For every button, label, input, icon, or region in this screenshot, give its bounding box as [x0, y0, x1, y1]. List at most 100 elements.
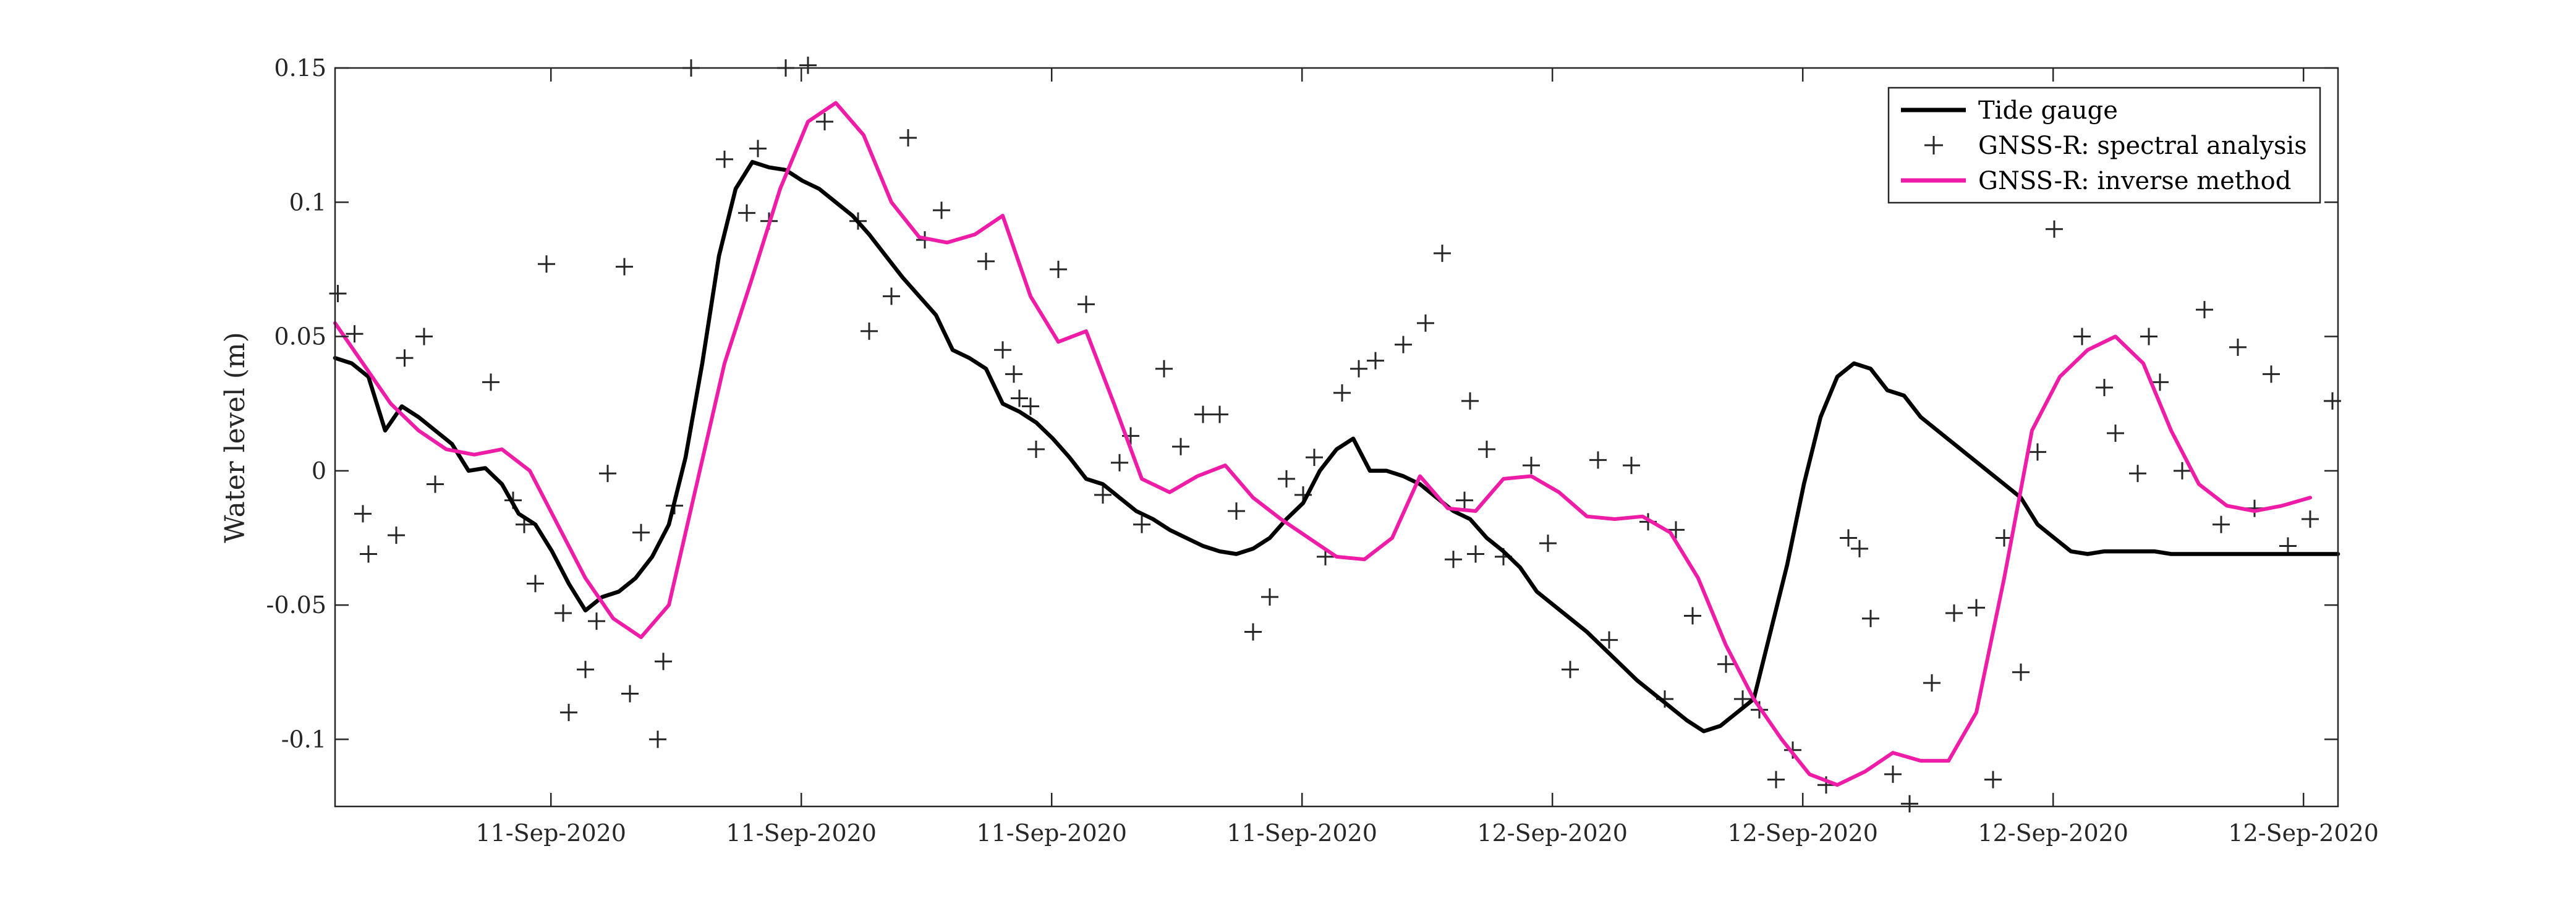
spectral-point [1022, 397, 1039, 415]
spectral-point [816, 112, 833, 130]
spectral-point [1884, 765, 1902, 783]
spectral-point [621, 685, 639, 703]
spectral-point [1417, 314, 1434, 332]
spectral-point [588, 612, 605, 630]
spectral-point [1945, 604, 1963, 622]
spectral-point [329, 285, 347, 303]
spectral-point [2046, 220, 2063, 238]
spectral-point [2196, 301, 2213, 319]
spectral-point [560, 703, 577, 721]
spectral-point [1027, 441, 1045, 459]
spectral-point [1094, 486, 1112, 504]
spectral-point [482, 373, 499, 391]
spectral-point [1862, 609, 1879, 627]
spectral-point [360, 545, 377, 563]
spectral-point [1623, 457, 1640, 475]
spectral-point [1968, 599, 1985, 617]
spectral-point [1589, 451, 1607, 469]
spectral-point [1278, 470, 1295, 488]
x-axis: 11-Sep-2020 11-Sep-2020 11-Sep-2020 11-Sep-… [475, 68, 2379, 847]
spectral-point [1261, 588, 1278, 606]
y-tick-label: 0.05 [274, 323, 326, 350]
spectral-point [555, 604, 572, 622]
spectral-point [1600, 631, 1618, 649]
spectral-point [415, 328, 433, 345]
series-tide-gauge-line [333, 159, 2340, 734]
spectral-point [861, 322, 878, 340]
y-axis-title: Water level (m) [219, 332, 251, 543]
y-tick-label: 0 [312, 457, 326, 484]
spectral-point [1172, 438, 1189, 455]
spectral-point [1111, 454, 1128, 472]
x-tick-label: 11-Sep-2020 [1226, 819, 1377, 847]
legend-swatch-spectral-analysis [1924, 136, 1943, 154]
spectral-point [2174, 462, 2191, 480]
spectral-point [1395, 336, 1412, 353]
spectral-point [1228, 502, 1245, 520]
spectral-point [538, 255, 555, 273]
x-tick-label: 11-Sep-2020 [976, 819, 1127, 847]
series-inverse-method-line [333, 101, 2312, 787]
spectral-point [1244, 623, 1262, 641]
spectral-point [2029, 443, 2046, 461]
spectral-point [346, 325, 363, 343]
spectral-point [883, 287, 900, 305]
spectral-point [1456, 491, 1473, 509]
x-tick-label: 11-Sep-2020 [475, 819, 626, 847]
spectral-point [2151, 373, 2169, 391]
spectral-point [1984, 771, 2002, 789]
spectral-point [799, 56, 817, 74]
plot-frame [334, 67, 2339, 808]
spectral-point [599, 465, 616, 483]
spectral-point [1717, 655, 1735, 673]
spectral-point [1155, 360, 1173, 378]
series-layer [329, 56, 2341, 813]
spectral-point [1306, 449, 1323, 467]
spectral-point [2213, 515, 2230, 533]
spectral-point [1467, 545, 1484, 563]
x-tick-label: 11-Sep-2020 [726, 819, 877, 847]
spectral-point [1562, 661, 1579, 679]
y-tick-label: -0.05 [266, 591, 326, 619]
spectral-point [933, 201, 950, 219]
spectral-point [2279, 537, 2297, 555]
legend-label-spectral-analysis: GNSS-R: spectral analysis [1978, 132, 2307, 160]
spectral-point [1684, 607, 1701, 625]
x-tick-label: 12-Sep-2020 [1477, 819, 1628, 847]
spectral-point [899, 129, 917, 146]
spectral-point [649, 730, 666, 748]
y-tick-label: 0.15 [274, 54, 326, 82]
spectral-point [655, 653, 672, 670]
spectral-point [1734, 690, 1751, 708]
y-tick-label: -0.1 [281, 725, 326, 753]
legend-box [1887, 87, 2321, 204]
spectral-point [2302, 510, 2319, 528]
y-axis: -0.1 -0.05 0 0.05 0.1 0.15 [266, 54, 2338, 753]
spectral-point [1851, 539, 1868, 557]
spectral-point [354, 505, 372, 523]
x-tick-label: 12-Sep-2020 [1978, 819, 2128, 847]
spectral-point [1011, 389, 1028, 407]
legend-label-tide-gauge: Tide gauge [1978, 96, 2118, 125]
spectral-point [2096, 379, 2113, 397]
spectral-point [1539, 535, 1557, 552]
legend-label-inverse-method: GNSS-R: inverse method [1978, 167, 2291, 195]
spectral-point [1434, 244, 1451, 262]
spectral-point [1767, 771, 1785, 789]
spectral-point [2012, 663, 2030, 681]
spectral-point [2107, 424, 2124, 442]
spectral-point [1050, 260, 1067, 278]
spectral-point [527, 575, 544, 593]
spectral-point [427, 475, 444, 493]
spectral-point [716, 150, 733, 168]
spectral-point [1523, 457, 1540, 475]
spectral-point [1461, 392, 1479, 410]
spectral-point [977, 252, 995, 270]
spectral-point [1005, 365, 1022, 383]
spectral-point [388, 527, 405, 544]
spectral-point [749, 140, 767, 158]
spectral-point [738, 204, 755, 222]
spectral-point [1350, 360, 1367, 378]
spectral-point [2229, 338, 2247, 356]
spectral-point [2129, 465, 2146, 483]
